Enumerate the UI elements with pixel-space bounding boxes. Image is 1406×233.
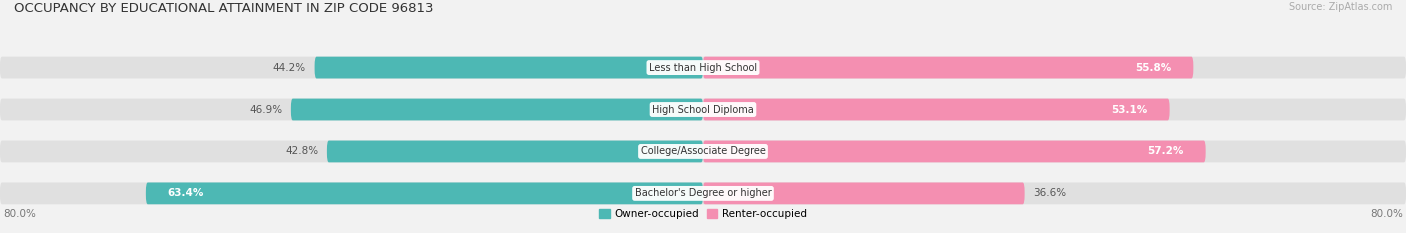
Text: 42.8%: 42.8% bbox=[285, 147, 318, 156]
Text: 80.0%: 80.0% bbox=[1371, 209, 1403, 219]
FancyBboxPatch shape bbox=[291, 99, 703, 120]
Text: 44.2%: 44.2% bbox=[273, 63, 307, 72]
FancyBboxPatch shape bbox=[328, 140, 703, 162]
Text: 63.4%: 63.4% bbox=[167, 188, 204, 198]
FancyBboxPatch shape bbox=[0, 57, 1406, 79]
FancyBboxPatch shape bbox=[703, 99, 1170, 120]
FancyBboxPatch shape bbox=[146, 182, 703, 204]
Text: 36.6%: 36.6% bbox=[1033, 188, 1067, 198]
Text: Source: ZipAtlas.com: Source: ZipAtlas.com bbox=[1288, 2, 1392, 12]
FancyBboxPatch shape bbox=[0, 99, 1406, 120]
Legend: Owner-occupied, Renter-occupied: Owner-occupied, Renter-occupied bbox=[599, 209, 807, 219]
Text: College/Associate Degree: College/Associate Degree bbox=[641, 147, 765, 156]
FancyBboxPatch shape bbox=[703, 57, 1194, 79]
Text: Less than High School: Less than High School bbox=[650, 63, 756, 72]
FancyBboxPatch shape bbox=[315, 57, 703, 79]
FancyBboxPatch shape bbox=[0, 182, 1406, 204]
Text: High School Diploma: High School Diploma bbox=[652, 105, 754, 114]
Text: Bachelor's Degree or higher: Bachelor's Degree or higher bbox=[634, 188, 772, 198]
FancyBboxPatch shape bbox=[0, 140, 1406, 162]
FancyBboxPatch shape bbox=[703, 140, 1206, 162]
FancyBboxPatch shape bbox=[703, 182, 1025, 204]
Text: 53.1%: 53.1% bbox=[1111, 105, 1147, 114]
Text: 55.8%: 55.8% bbox=[1135, 63, 1171, 72]
Text: 46.9%: 46.9% bbox=[249, 105, 283, 114]
Text: 57.2%: 57.2% bbox=[1147, 147, 1184, 156]
Text: OCCUPANCY BY EDUCATIONAL ATTAINMENT IN ZIP CODE 96813: OCCUPANCY BY EDUCATIONAL ATTAINMENT IN Z… bbox=[14, 2, 433, 15]
Text: 80.0%: 80.0% bbox=[3, 209, 35, 219]
